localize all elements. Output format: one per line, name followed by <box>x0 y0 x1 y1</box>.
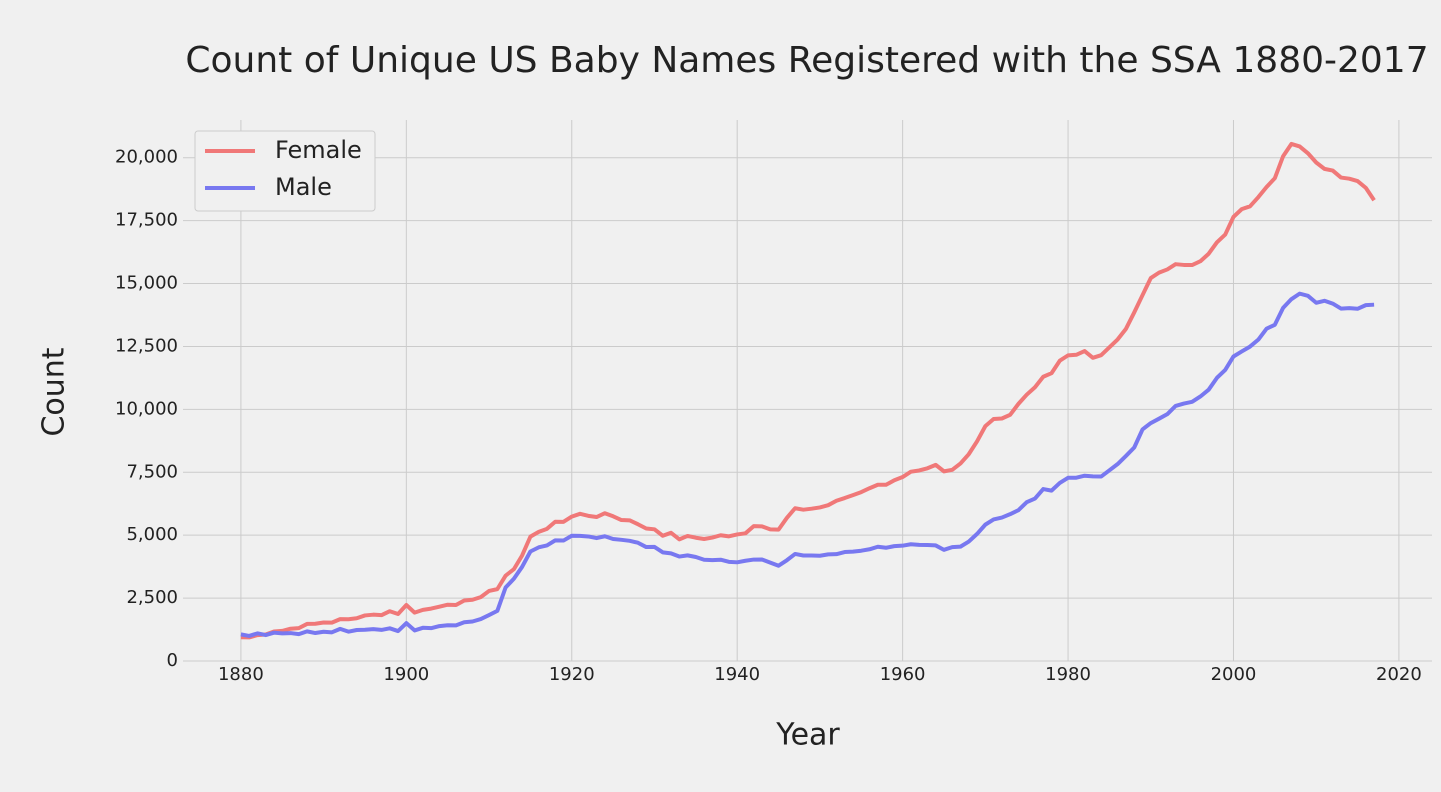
y-tick-label: 7,500 <box>126 461 178 482</box>
y-tick-label: 10,000 <box>115 398 178 419</box>
y-tick-label: 20,000 <box>115 147 178 168</box>
y-tick-label: 0 <box>167 650 178 671</box>
x-tick-label: 1900 <box>383 664 429 685</box>
series-line <box>240 291 1375 638</box>
y-tick-label: 12,500 <box>115 335 178 356</box>
x-tick-label: 2000 <box>1211 664 1257 685</box>
legend: Female Male <box>194 130 376 212</box>
y-tick-label: 17,500 <box>115 210 178 231</box>
y-tick-label: 2,500 <box>126 587 178 608</box>
x-axis-label: Year <box>775 718 840 753</box>
legend-label: Male <box>275 173 332 201</box>
x-tick-label: 1920 <box>549 664 595 685</box>
y-tick-label: 5,000 <box>126 524 178 545</box>
x-tick-label: 1960 <box>880 664 926 685</box>
chart-title: Count of Unique US Baby Names Registered… <box>185 40 1428 81</box>
x-tick-label: 1880 <box>218 664 264 685</box>
y-tick-label: 15,000 <box>115 273 178 294</box>
x-tick-label: 1940 <box>714 664 760 685</box>
legend-label: Female <box>275 136 362 164</box>
x-tick-label: 2020 <box>1376 664 1422 685</box>
series-line <box>240 141 1376 640</box>
x-tick-label: 1980 <box>1045 664 1091 685</box>
y-axis-label: Count <box>37 347 72 436</box>
